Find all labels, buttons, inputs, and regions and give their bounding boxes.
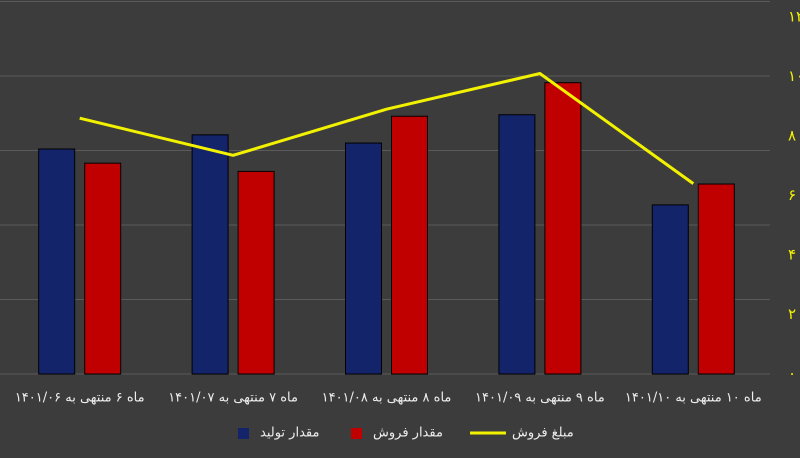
y2-tick-label: ۱۰ (788, 67, 800, 85)
line (79, 71, 695, 185)
legend-swatch (351, 428, 362, 439)
y2-tick-label: ۸ (788, 127, 796, 145)
y2-tick-label: ۴ (788, 246, 796, 264)
y2-tick-label: ۰ (788, 365, 796, 383)
x-tick-label: ماه ۶ منتهی به ۱۴۰۱/۰۶ (15, 391, 145, 406)
y2-tick-label: ۱۲ (788, 8, 800, 26)
bar (498, 114, 536, 375)
x-tick-label: ماه ۱۰ منتهی به ۱۴۰۱/۱۰ (625, 391, 762, 406)
legend-label: مبلغ فروش (512, 426, 574, 441)
y2-tick-label: ۶ (788, 186, 796, 204)
bar (345, 142, 382, 375)
bar (237, 170, 275, 375)
x-tick-label: ماه ۹ منتهی به ۱۴۰۱/۰۹ (475, 391, 605, 406)
bar (191, 134, 229, 375)
bar (84, 162, 122, 375)
bar (38, 148, 76, 375)
legend-label: مقدار فروش (373, 426, 443, 441)
bar (697, 183, 735, 375)
x-tick-label: ماه ۷ منتهی به ۱۴۰۱/۰۷ (168, 391, 298, 406)
bar (544, 82, 582, 375)
legend-swatch (238, 428, 249, 439)
x-tick-label: ماه ۸ منتهی به ۱۴۰۱/۰۸ (322, 391, 452, 406)
legend-label: مقدار تولید (260, 426, 319, 441)
bar (391, 115, 428, 375)
bar (651, 204, 689, 375)
y2-tick-label: ۲ (788, 305, 796, 323)
